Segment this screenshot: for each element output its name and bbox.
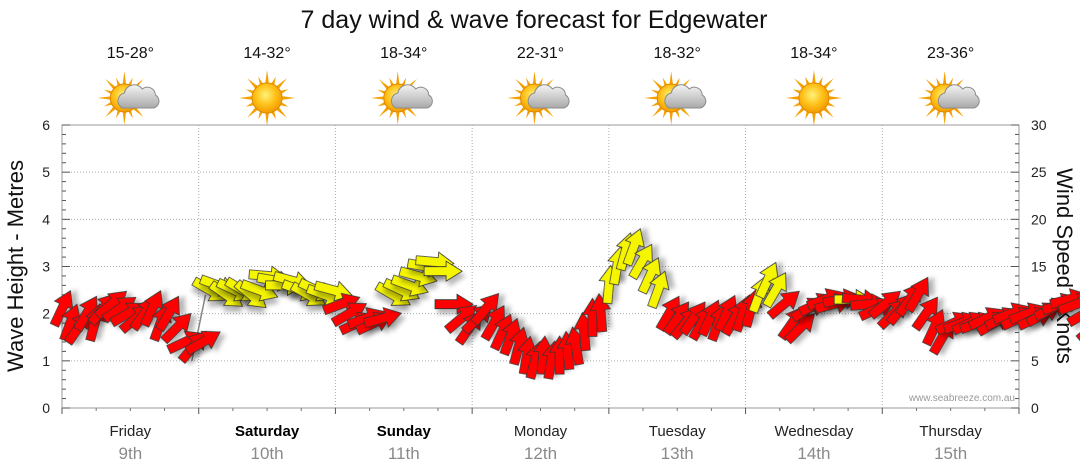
- y-axis-right-title: Wind Speed - Knots: [1052, 168, 1077, 364]
- sun-ray: [122, 109, 127, 125]
- day-name-label: Saturday: [235, 423, 300, 440]
- y-axis-left-tick-label: 4: [42, 211, 50, 227]
- y-axis-right-tick-label: 5: [1031, 353, 1039, 369]
- sun-ray: [122, 71, 127, 87]
- cloud-shape: [117, 84, 160, 109]
- wind-arrow: [622, 228, 645, 267]
- partly-cloudy-icon: [97, 71, 160, 125]
- y-axis-left-tick-label: 5: [42, 164, 50, 180]
- partly-cloudy-icon: [507, 71, 570, 125]
- wind-arrow: [647, 270, 670, 310]
- y-axis-right-tick-label: 25: [1031, 164, 1047, 180]
- wind-arrow: [904, 276, 929, 314]
- sun-ray: [669, 109, 674, 125]
- cloud: [117, 84, 160, 109]
- sun-ray: [370, 96, 386, 100]
- chart-title: 7 day wind & wave forecast for Edgewater: [301, 6, 768, 34]
- sun-ray: [532, 71, 537, 87]
- y-axis-right-tick-label: 30: [1031, 117, 1047, 133]
- sun-ray: [239, 95, 255, 101]
- day-date-label: 9th: [119, 444, 143, 463]
- day-name-label: Friday: [110, 423, 152, 440]
- sun-disc: [251, 82, 283, 114]
- day-temperature-range: 15-28°: [107, 45, 154, 62]
- cloud: [937, 84, 980, 109]
- day-date-label: 14th: [797, 444, 830, 463]
- day-name-label: Tuesday: [649, 423, 706, 440]
- y-axis-right-tick-label: 0: [1031, 400, 1039, 416]
- sun-ray: [785, 95, 802, 101]
- sunny-icon: [785, 70, 842, 126]
- day-date-label: 13th: [661, 444, 694, 463]
- sun-ray: [942, 109, 947, 125]
- cloud-shape: [664, 84, 707, 109]
- day-temperature-range: 14-32°: [243, 45, 290, 62]
- sun-ray: [644, 96, 660, 100]
- wind-arrow: [155, 295, 180, 333]
- y-axis-left-tick-label: 0: [42, 400, 50, 416]
- day-temperature-range: 22-31°: [517, 45, 564, 62]
- y-axis-left-tick-label: 2: [42, 306, 50, 322]
- partly-cloudy-icon: [644, 71, 707, 125]
- sun-ray: [942, 71, 947, 87]
- day-date-label: 11th: [388, 444, 420, 463]
- day-date-label: 15th: [934, 444, 967, 463]
- y-axis-left-title: Wave Height - Metres: [3, 160, 28, 372]
- sun-ray: [669, 71, 674, 87]
- sun-disc: [798, 82, 830, 114]
- wind-arrow: [1057, 292, 1080, 316]
- cloud: [527, 84, 570, 109]
- sun-ray: [811, 70, 816, 86]
- partly-cloudy-icon: [370, 71, 433, 125]
- day-name-label: Wednesday: [774, 423, 853, 440]
- day-temperature-range: 18-34°: [790, 45, 837, 62]
- wind-arrow: [423, 260, 463, 282]
- cloud: [390, 84, 433, 109]
- y-axis-left-tick-label: 6: [42, 117, 50, 133]
- watermark: www.seabreeze.com.au: [908, 393, 1015, 404]
- sun-ray: [532, 109, 537, 125]
- day-date-label: 12th: [524, 444, 557, 463]
- cloud-shape: [390, 84, 433, 109]
- y-axis-left-tick-label: 1: [42, 353, 50, 369]
- sun-ray: [265, 70, 270, 86]
- day-date-label: 10th: [251, 444, 284, 463]
- cloud-shape: [937, 84, 980, 109]
- sun-ray: [917, 96, 933, 100]
- cloud-shape: [527, 84, 570, 109]
- day-name-label: Thursday: [919, 423, 982, 440]
- sun-ray: [395, 109, 400, 125]
- sunny-icon: [239, 70, 296, 126]
- sun-ray: [97, 96, 113, 100]
- sun-ray: [395, 71, 400, 87]
- sun-ray: [507, 96, 523, 100]
- wind-arrow: [184, 330, 221, 356]
- wind-arrow: [766, 290, 800, 320]
- wind-arrow: [362, 307, 402, 328]
- day-name-label: Monday: [514, 423, 568, 440]
- partly-cloudy-icon: [917, 71, 980, 125]
- day-temperature-range: 18-34°: [380, 45, 427, 62]
- y-axis-left-tick-label: 3: [42, 259, 50, 275]
- y-axis-right-tick-label: 20: [1031, 211, 1047, 227]
- day-temperature-range: 18-32°: [654, 45, 701, 62]
- sun-ray: [265, 110, 270, 126]
- wind-arrow: [762, 272, 787, 309]
- wind-arrow: [1066, 302, 1080, 328]
- sun-ray: [279, 95, 296, 101]
- day-name-label: Sunday: [377, 423, 432, 440]
- sun-ray: [811, 110, 816, 126]
- y-axis-right-tick-label: 15: [1031, 259, 1047, 275]
- wind-arrow: [1075, 314, 1080, 344]
- day-temperature-range: 23-36°: [927, 45, 974, 62]
- cloud: [664, 84, 707, 109]
- sun-ray: [826, 95, 842, 101]
